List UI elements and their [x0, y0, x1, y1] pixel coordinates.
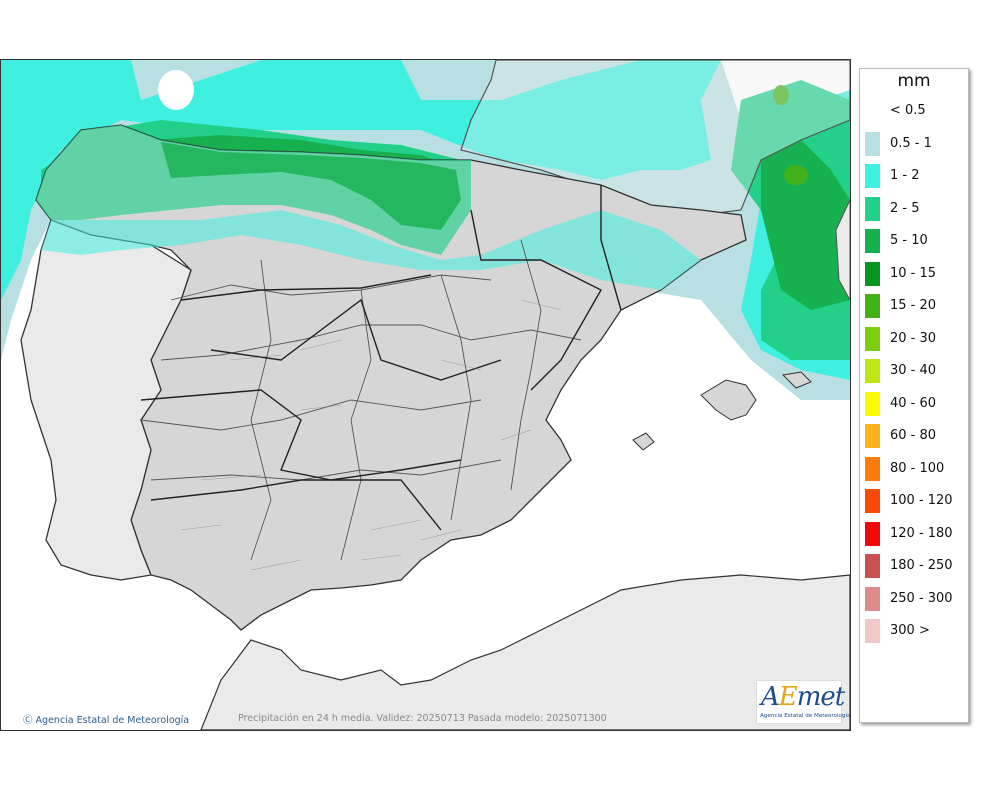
precip-area-north-spain	[36, 125, 471, 255]
legend-row: 250 - 300	[865, 586, 965, 611]
precipitation-legend: mm < 0.5 0.5 - 1 1 - 2 2 - 5 5 - 10 10 - 15 15…	[859, 68, 969, 723]
legend-row: 100 - 120	[865, 489, 965, 513]
legend-swatch	[865, 326, 880, 351]
legend-label: 15 - 20	[890, 298, 937, 313]
land-africa	[200, 574, 850, 730]
legend-label: 1 - 2	[890, 168, 920, 183]
legend-label: 0.5 - 1	[890, 135, 932, 151]
legend-label: 5 - 10	[890, 233, 928, 248]
legend-swatch	[865, 229, 880, 253]
legend-swatch	[865, 424, 880, 448]
legend-label: 180 - 250	[890, 558, 953, 573]
legend-label: 20 - 30	[890, 330, 937, 346]
legend-row: 60 - 80	[865, 424, 965, 448]
legend-label: 80 - 100	[890, 460, 945, 476]
community-borders	[140, 185, 622, 531]
legend-label: 10 - 15	[890, 265, 937, 281]
precip-area-1-2	[1, 60, 721, 300]
legend-swatch	[865, 164, 880, 188]
legend-row: 40 - 60	[865, 391, 965, 416]
legend-swatch	[865, 521, 880, 546]
precip-area-15-20-north	[773, 85, 789, 105]
land-france	[460, 60, 850, 216]
map-caption: Precipitación en 24 h media. Validez: 20…	[238, 713, 607, 724]
aemet-logo-subtitle: Agencia Estatal de Meteorología	[760, 713, 851, 719]
land-portugal	[20, 219, 192, 581]
precip-area-north-light	[41, 210, 701, 290]
legend-label: 250 - 300	[890, 590, 953, 606]
legend-swatch	[865, 456, 880, 481]
legend-row: < 0.5	[865, 99, 965, 123]
copyright-icon: Ⓒ	[23, 715, 33, 726]
aemet-logo: AEmet Agencia Estatal de Meteorología	[756, 680, 850, 724]
agency-credit-text: Agencia Estatal de Meteorología	[35, 715, 190, 726]
agency-credit: Ⓒ Agencia Estatal de Meteorología	[23, 712, 189, 726]
legend-swatch	[865, 586, 880, 611]
legend-row: 5 - 10	[865, 229, 965, 253]
precip-area-cantabria	[161, 142, 461, 230]
legend-swatch	[865, 554, 880, 578]
precip-area-15-20	[784, 165, 808, 185]
legend-label: 30 - 40	[890, 363, 937, 378]
legend-row: 0.5 - 1	[865, 131, 965, 156]
legend-row: 120 - 180	[865, 521, 965, 546]
legend-row: 10 - 15	[865, 261, 965, 286]
legend-label: 300 >	[890, 623, 930, 638]
map-canvas	[1, 60, 850, 730]
legend-swatch	[865, 294, 880, 318]
legend-swatch	[865, 619, 880, 643]
legend-swatch	[865, 196, 880, 221]
land-menorca	[781, 371, 812, 389]
legend-swatch	[865, 359, 880, 383]
land-mallorca	[700, 379, 757, 421]
legend-label: 120 - 180	[890, 525, 953, 541]
legend-row: 30 - 40	[865, 359, 965, 383]
legend-row: 2 - 5	[865, 196, 965, 221]
legend-unit: mm	[897, 71, 931, 91]
legend-swatch	[865, 391, 880, 416]
legend-row: 1 - 2	[865, 164, 965, 188]
legend-row: 15 - 20	[865, 294, 965, 318]
legend-label: 2 - 5	[890, 200, 920, 216]
legend-label: < 0.5	[890, 103, 926, 118]
land-corsica-sardinia	[835, 199, 850, 301]
legend-row: 180 - 250	[865, 554, 965, 578]
legend-swatch	[865, 131, 880, 156]
legend-label: 100 - 120	[890, 493, 953, 508]
precip-area-5-10-east	[761, 140, 850, 310]
relief-shading	[180, 299, 562, 571]
legend-label: 60 - 80	[890, 428, 937, 443]
legend-swatch	[865, 261, 880, 286]
legend-row: 20 - 30	[865, 326, 965, 351]
legend-swatch	[865, 99, 880, 123]
legend-row: 300 >	[865, 619, 965, 643]
legend-swatch	[865, 489, 880, 513]
legend-row: 80 - 100	[865, 456, 965, 481]
precipitation-map: Ⓒ Agencia Estatal de Meteorología Precip…	[0, 59, 851, 731]
legend-label: 40 - 60	[890, 395, 937, 411]
precip-area-0.5-1-atl	[158, 70, 194, 110]
aemet-logo-word: AEmet	[761, 682, 845, 712]
land-ibiza	[632, 432, 655, 451]
region-borders	[140, 239, 582, 561]
